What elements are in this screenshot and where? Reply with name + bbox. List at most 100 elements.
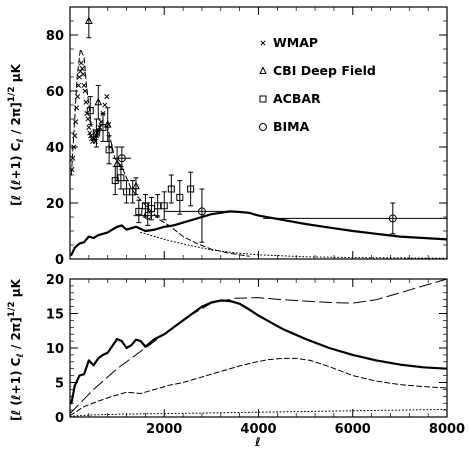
cross-stroke [74,105,80,111]
data-point-acbar [92,129,100,137]
data-point-wmap [72,133,78,139]
legend-label: WMAP [273,35,318,50]
data-point-wmap [83,99,89,105]
cross-stroke [75,82,82,88]
data-point-bima [117,154,126,163]
cross-stroke [70,166,75,172]
cross-stroke [86,124,92,130]
top-curve-dotted [140,231,447,259]
data-point-wmap [86,124,92,130]
x-tick-label: 8000 [429,422,465,437]
top-curves [70,48,447,259]
cross-stroke [72,133,78,139]
data-point-wmap [94,130,100,136]
bottom-curve-dotted [70,408,447,417]
cross-stroke [79,66,85,72]
bottom-y-tick-label: 0 [55,411,64,426]
cross-stroke [71,144,77,150]
cross-stroke [106,122,112,128]
cross-stroke [70,155,76,161]
data-point-acbar [187,185,195,193]
x-tick-label: 4000 [240,422,276,437]
data-point-wmap [85,116,91,122]
bottom-curve-solid-thick [70,299,447,405]
data-point-wmap [75,82,82,88]
top-y-axis-label: [ℓ (ℓ+1) Cℓ / 2π]1/2 μK [7,63,26,205]
data-point-acbar [160,202,168,210]
legend-label: ACBAR [273,91,321,106]
data-point-acbar [105,146,113,154]
data-point-wmap [70,166,75,172]
data-point-acbar [154,202,162,210]
top-points [70,7,447,243]
data-point-acbar [167,185,175,193]
cross-stroke [76,74,82,80]
cross-stroke [74,94,81,100]
data-point-cbi-deep-field [94,97,103,106]
data-point-wmap [102,102,108,108]
cross-stroke [73,119,79,125]
data-point-bima [388,214,397,223]
top-y-tick-label: 60 [46,85,64,100]
top-y-tick-label: 40 [46,141,64,156]
top-curve-solid-thick [70,210,447,256]
cross-stroke [88,133,94,139]
legend-marker-triangle [259,66,267,74]
data-point-wmap [81,82,87,88]
data-point-wmap [76,74,82,80]
bottom-y-tick-label: 5 [55,377,64,392]
data-point-acbar [117,174,125,182]
cross-stroke [82,88,88,94]
data-point-wmap [80,71,86,77]
data-point-wmap [73,119,79,125]
data-point-wmap [71,144,77,150]
bottom-curves [70,279,447,417]
x-tick-label: 6000 [335,422,371,437]
x-tick-label: 2000 [146,422,182,437]
bottom-curve-dashed [70,357,447,417]
data-point-acbar [99,123,107,131]
data-point-acbar [135,207,143,215]
legend-marker-circle [259,123,267,131]
legend: WMAP CBI Deep Field ACBAR BIMA [259,35,376,134]
top-curve-dashed [70,48,250,257]
top-panel: 0 20 40 60 80 [46,6,448,268]
bottom-y-tick-label: 20 [46,273,64,288]
data-point-wmap [74,94,81,100]
cross-stroke [260,40,266,46]
data-point-wmap [82,88,88,94]
bottom-curve-long-dashed [70,279,447,415]
data-point-wmap [104,94,110,100]
data-point-cbi-deep-field [85,16,93,24]
bottom-y-tick-label: 15 [46,308,64,323]
cross-stroke [102,102,108,108]
data-point-wmap [87,130,93,136]
cross-stroke [81,82,87,88]
bottom-y-tick-label: 10 [46,342,64,357]
data-point-wmap [79,66,85,72]
data-point-bima [197,207,206,216]
cross-stroke [85,116,91,122]
data-point-wmap [70,155,76,161]
cross-stroke [92,138,99,144]
top-y-tick-label: 20 [46,197,64,212]
legend-marker-square [259,95,267,103]
top-y-tick-label: 80 [46,29,64,44]
cross-stroke [77,68,83,74]
cross-stroke [104,94,110,100]
data-point-wmap [78,60,84,66]
data-point-bima [143,211,152,220]
cross-stroke [94,130,100,136]
data-point-acbar [176,193,184,201]
cross-stroke [83,99,89,105]
data-point-wmap [74,105,80,111]
top-y-tick-label: 0 [55,253,64,268]
legend-label: BIMA [273,119,310,134]
bottom-panel: 2000 4000 6000 8000 0 5 10 15 20 [46,273,465,437]
data-point-wmap [92,138,99,144]
cross-stroke [80,71,86,77]
data-point-acbar [86,107,94,115]
bottom-y-axis-label: [ℓ (ℓ+1) Cℓ / 2π]1/2 μK [7,278,26,420]
data-point-acbar [129,188,137,196]
